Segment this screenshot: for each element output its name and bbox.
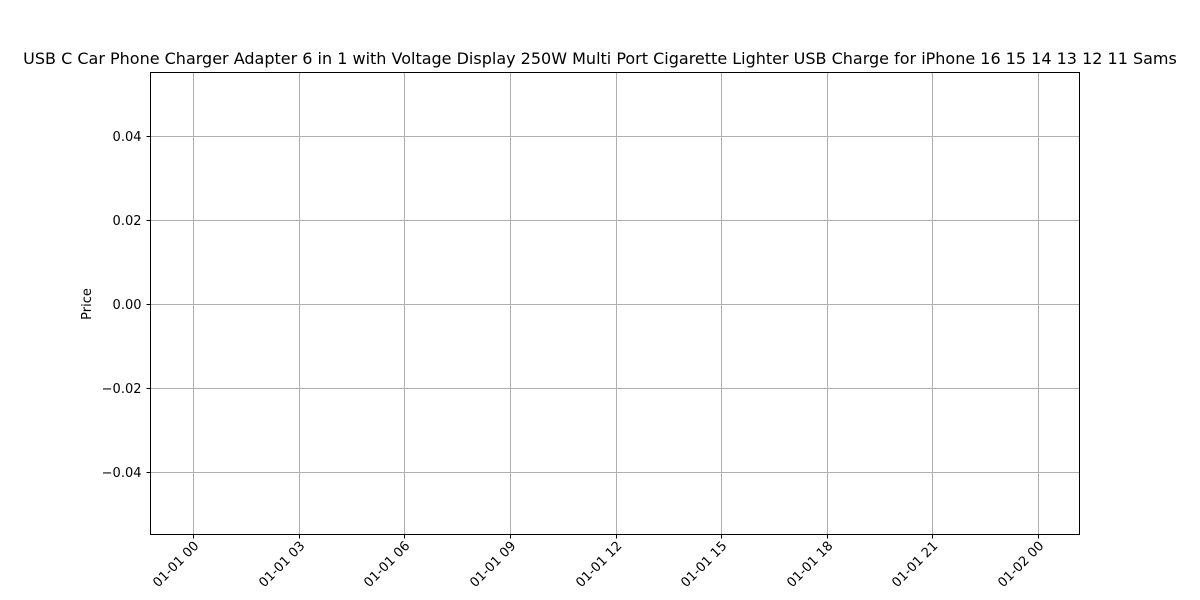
- x-tick-label: 01-01 03: [256, 539, 308, 591]
- y-axis-label: Price: [80, 288, 95, 320]
- plot-area-frame: [150, 72, 1080, 535]
- x-tick-label: 01-02 00: [995, 539, 1047, 591]
- x-tick-label: 01-01 06: [361, 539, 413, 591]
- y-tick-label: 0.04: [113, 130, 142, 145]
- y-tick-label: 0.00: [113, 298, 142, 313]
- y-ticks: 0.04 0.02 0.00 −0.02 −0.04: [102, 130, 151, 481]
- x-tick-label: 01-01 15: [678, 539, 730, 591]
- y-tick-label: 0.02: [113, 214, 142, 229]
- chart-title: USB C Car Phone Charger Adapter 6 in 1 w…: [23, 49, 1177, 68]
- x-tick-label: 01-01 12: [573, 539, 625, 591]
- grid-layer: [150, 72, 1080, 535]
- x-tick-label: 01-01 21: [889, 539, 941, 591]
- x-ticks: 01-01 00 01-01 03 01-01 06 01-01 09 01-01 12…: [150, 534, 1047, 591]
- y-tick-label: −0.04: [102, 466, 142, 481]
- x-tick-label: 01-01 00: [150, 539, 202, 591]
- x-tick-label: 01-01 09: [467, 539, 519, 591]
- y-tick-label: −0.02: [102, 382, 142, 397]
- x-tick-label: 01-01 18: [784, 539, 836, 591]
